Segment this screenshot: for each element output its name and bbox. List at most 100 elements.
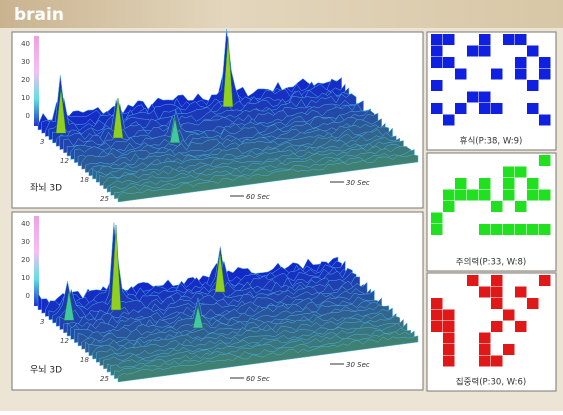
pattern-cell [479, 344, 491, 355]
pattern-cell [431, 57, 443, 68]
pattern-cell [479, 224, 491, 235]
depth-tick-label: 18 [80, 176, 89, 184]
color-bar [34, 36, 39, 126]
pattern-cell [515, 166, 527, 178]
time-tick-label: 60 Sec [246, 193, 270, 201]
pattern-cell [491, 321, 503, 332]
time-tick-label: 60 Sec [246, 375, 270, 383]
pattern-cell [539, 189, 551, 201]
pattern-cell [527, 103, 539, 114]
pattern-panel: 휴식(P:38, W:9) [426, 31, 557, 151]
surface-row [117, 335, 419, 383]
depth-tick-label: 12 [60, 157, 69, 165]
pattern-cell [443, 114, 455, 126]
pattern-cell [443, 57, 455, 68]
pattern-cell [431, 103, 443, 114]
pattern-cell [455, 189, 467, 201]
pattern-cell [491, 68, 503, 80]
pattern-cell [539, 57, 551, 68]
pattern-cell [503, 178, 515, 189]
z-tick-label: 30 [21, 238, 30, 246]
pattern-cell [467, 91, 479, 103]
pattern-cell [431, 212, 443, 224]
panel-label: 휴식(P:38, W:9) [460, 137, 523, 147]
pattern-cell [527, 298, 539, 309]
pattern-cell [503, 34, 515, 45]
pattern-cell [491, 275, 503, 286]
pattern-cell [503, 189, 515, 201]
pattern-cell [479, 355, 491, 367]
pattern-cell [443, 34, 455, 45]
pattern-cell [515, 201, 527, 212]
pattern-cell [491, 286, 503, 298]
pattern-cell [515, 224, 527, 235]
pattern-cell [443, 309, 455, 321]
pattern-cell [431, 298, 443, 309]
pattern-cell [503, 344, 515, 355]
surface-peak [63, 290, 75, 321]
pattern-panel: 집중력(P:30, W:6) [426, 272, 557, 392]
pattern-cell [443, 344, 455, 355]
pattern-cell [539, 155, 551, 166]
pattern-cell [455, 178, 467, 189]
surface-peak [192, 305, 204, 329]
pattern-cell [527, 178, 539, 189]
pattern-cell [431, 45, 443, 57]
pattern-panel: 주의력(P:33, W:8) [426, 152, 557, 272]
surface-row [45, 66, 346, 137]
depth-tick-label: 3 [40, 318, 44, 326]
pattern-cell [539, 68, 551, 80]
pattern-cell [527, 224, 539, 235]
z-tick-label: 10 [21, 94, 30, 102]
depth-tick-label: 18 [80, 356, 89, 364]
pattern-cell [491, 224, 503, 235]
pattern-cell [479, 178, 491, 189]
pattern-cell [539, 275, 551, 286]
pattern-cell [515, 286, 527, 298]
z-tick-label: 0 [26, 112, 30, 120]
surface-row [117, 154, 419, 203]
pattern-cell [539, 114, 551, 126]
z-tick-label: 40 [21, 40, 30, 48]
time-tick-label: 30 Sec [346, 361, 370, 369]
pattern-cell [467, 189, 479, 201]
pattern-cell [539, 224, 551, 235]
pattern-cell [503, 166, 515, 178]
pattern-cell [479, 286, 491, 298]
surface-peak [214, 251, 226, 293]
pattern-cell [515, 321, 527, 332]
pattern-cell [491, 103, 503, 114]
z-tick-label: 20 [21, 256, 30, 264]
surface-peak [112, 97, 124, 139]
pattern-cell [443, 201, 455, 212]
z-tick-label: 0 [26, 292, 30, 300]
pattern-cell [527, 189, 539, 201]
pattern-cell [443, 321, 455, 332]
surface-plot: 40 30 20 10 0 3 12 18 25 좌뇌 3D 60 Sec 30 Sec [11, 28, 424, 209]
pattern-cell [455, 103, 467, 114]
surface-peak [169, 117, 181, 144]
header-bar [0, 0, 563, 28]
pattern-cell [443, 355, 455, 367]
pattern-cell [479, 34, 491, 45]
pattern-cell [467, 275, 479, 286]
pattern-cell [491, 298, 503, 309]
pattern-cell [503, 224, 515, 235]
pattern-cell [431, 80, 443, 91]
depth-tick-label: 12 [60, 337, 69, 345]
plot-label: 좌뇌 3D [30, 183, 62, 194]
pattern-cell [431, 224, 443, 235]
time-tick-label: 30 Sec [346, 179, 370, 187]
panel-label: 집중력(P:30, W:6) [456, 377, 526, 388]
pattern-cell [527, 80, 539, 91]
pattern-cell [491, 355, 503, 367]
color-bar [34, 216, 39, 306]
pattern-cell [455, 68, 467, 80]
surface-peak [55, 88, 67, 134]
depth-tick-label: 25 [100, 375, 109, 383]
surface-plot: 40 30 20 10 0 3 12 18 25 우뇌 3D 60 Sec 30 Sec [11, 211, 424, 391]
z-tick-label: 10 [21, 274, 30, 282]
pattern-cell [527, 45, 539, 57]
z-tick-label: 20 [21, 76, 30, 84]
